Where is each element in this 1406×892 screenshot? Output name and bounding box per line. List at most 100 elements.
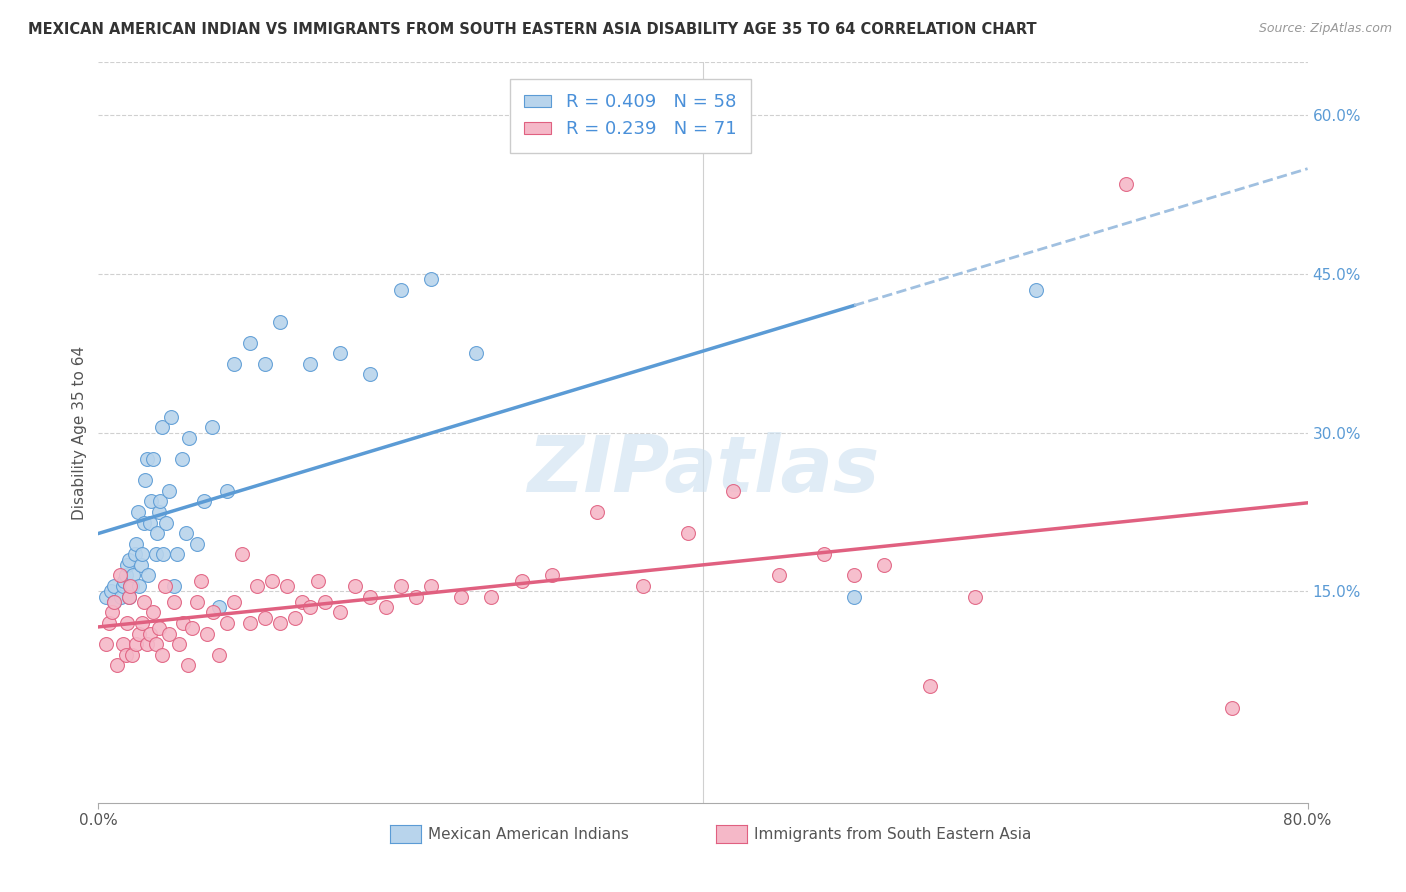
Point <box>450 590 472 604</box>
Point <box>176 658 198 673</box>
Point <box>231 547 253 561</box>
Point <box>844 590 866 604</box>
Point <box>159 483 181 498</box>
Point <box>1115 177 1137 191</box>
Point <box>125 537 148 551</box>
Point <box>120 579 142 593</box>
Point <box>208 648 231 662</box>
Point <box>186 537 208 551</box>
Point <box>110 590 132 604</box>
Point <box>135 452 157 467</box>
Point <box>360 590 382 604</box>
Point <box>111 579 134 593</box>
Point <box>122 568 145 582</box>
Point <box>121 648 143 662</box>
Point <box>420 272 443 286</box>
Point <box>360 368 382 382</box>
Point <box>118 590 141 604</box>
Point <box>142 452 165 467</box>
Point <box>186 595 208 609</box>
Point <box>965 590 987 604</box>
Point <box>284 611 307 625</box>
Point <box>540 568 562 582</box>
Point <box>239 615 262 630</box>
Point <box>135 637 157 651</box>
Point <box>134 473 156 487</box>
Point <box>103 595 125 609</box>
Point <box>215 615 238 630</box>
Point <box>152 547 174 561</box>
Point <box>139 516 162 530</box>
Point <box>586 505 609 519</box>
Point <box>208 600 231 615</box>
Point <box>420 579 443 593</box>
Point <box>111 637 134 651</box>
Point <box>145 637 167 651</box>
Point <box>145 547 167 561</box>
Point <box>329 346 352 360</box>
Point <box>94 637 117 651</box>
Point <box>149 494 172 508</box>
Point <box>125 637 148 651</box>
Point <box>132 516 155 530</box>
Point <box>405 590 427 604</box>
Point <box>124 547 146 561</box>
Point <box>127 505 149 519</box>
Point <box>153 579 176 593</box>
Text: MEXICAN AMERICAN INDIAN VS IMMIGRANTS FROM SOUTH EASTERN ASIA DISABILITY AGE 35 : MEXICAN AMERICAN INDIAN VS IMMIGRANTS FR… <box>28 22 1036 37</box>
Point <box>101 606 124 620</box>
Point <box>253 611 276 625</box>
Point <box>246 579 269 593</box>
Point <box>108 568 131 582</box>
Point <box>114 648 136 662</box>
Point <box>202 606 225 620</box>
Point <box>195 626 218 640</box>
Point <box>170 452 193 467</box>
Point <box>105 658 128 673</box>
Point <box>299 600 322 615</box>
Point <box>269 615 291 630</box>
Point <box>159 626 181 640</box>
Point <box>150 420 173 434</box>
Point <box>344 579 367 593</box>
Point <box>918 680 941 694</box>
Point <box>179 431 201 445</box>
Text: ZIPatlas: ZIPatlas <box>527 432 879 508</box>
Point <box>307 574 329 588</box>
Point <box>239 335 262 350</box>
Point <box>121 579 143 593</box>
Point <box>224 595 246 609</box>
Point <box>166 547 188 561</box>
Point <box>150 648 173 662</box>
Point <box>190 574 212 588</box>
Point <box>100 584 122 599</box>
Point <box>224 357 246 371</box>
Point <box>114 568 136 582</box>
Point <box>146 526 169 541</box>
Point <box>389 579 412 593</box>
Point <box>118 552 141 566</box>
Point <box>112 574 135 588</box>
Point <box>128 626 150 640</box>
Point <box>139 626 162 640</box>
Point <box>163 595 186 609</box>
Text: Source: ZipAtlas.com: Source: ZipAtlas.com <box>1258 22 1392 36</box>
Point <box>631 579 654 593</box>
Point <box>193 494 215 508</box>
Legend: R = 0.409   N = 58, R = 0.239   N = 71: R = 0.409 N = 58, R = 0.239 N = 71 <box>510 78 751 153</box>
Text: Immigrants from South Eastern Asia: Immigrants from South Eastern Asia <box>754 827 1032 841</box>
Point <box>1220 700 1243 714</box>
Point <box>118 590 141 604</box>
Point <box>128 579 150 593</box>
Point <box>299 357 322 371</box>
Point <box>873 558 896 572</box>
Point <box>155 516 177 530</box>
Point <box>215 483 238 498</box>
Text: Mexican American Indians: Mexican American Indians <box>427 827 628 841</box>
Point <box>115 558 138 572</box>
Point <box>510 574 533 588</box>
Point <box>1024 283 1046 297</box>
Point <box>142 606 165 620</box>
Point <box>291 595 314 609</box>
Point <box>148 621 170 635</box>
